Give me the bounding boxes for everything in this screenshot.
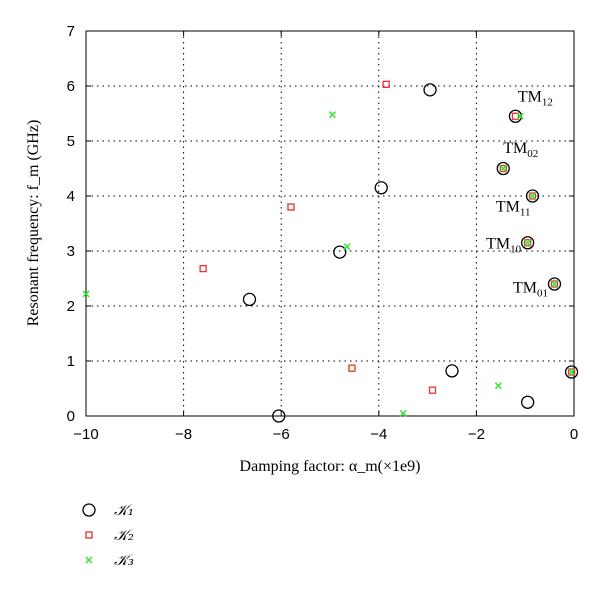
mode-label-tm11: TM11 — [496, 198, 531, 218]
data-point-k2 — [523, 239, 532, 247]
data-point-k1 — [520, 236, 535, 250]
axis-ticks — [85, 30, 575, 417]
data-points — [82, 80, 579, 423]
x-tick-label: −10 — [73, 426, 98, 443]
data-point-k1 — [445, 364, 459, 378]
x-axis-tick-labels: −10 −8 −6 −4 −2 0 — [73, 426, 578, 443]
data-point-k2 — [348, 364, 356, 372]
x-tick-label: −6 — [273, 426, 290, 443]
x-tick-label: −2 — [468, 426, 485, 443]
legend-circle-marker — [82, 502, 96, 517]
legend-square-marker — [85, 530, 93, 539]
data-point-k3 — [524, 239, 532, 247]
mode-label-tm02: TM02 — [503, 140, 538, 160]
data-point-k1 — [547, 277, 562, 291]
data-point-k3 — [516, 112, 524, 120]
mode-label-tm10: TM10 — [486, 235, 522, 255]
data-point-k2 — [382, 80, 390, 88]
x-tick-label: 0 — [570, 426, 578, 443]
grid-lines — [86, 31, 574, 416]
data-point-k2 — [511, 112, 520, 120]
y-tick-label: 3 — [67, 243, 75, 260]
data-point-k1 — [423, 83, 437, 97]
data-point-k3 — [82, 290, 90, 298]
y-axis-title: Resonant frequency: f_m (GHz) — [25, 120, 42, 327]
y-tick-label: 0 — [67, 408, 75, 425]
data-point-k3 — [343, 243, 351, 251]
data-point-k3 — [399, 409, 407, 417]
data-point-k1 — [520, 395, 535, 409]
data-point-k1 — [525, 189, 540, 203]
data-point-k2 — [499, 164, 507, 173]
legend-item-k1: 𝒦₁ — [78, 497, 134, 522]
y-tick-label: 6 — [67, 78, 75, 95]
data-point-k1 — [272, 409, 286, 423]
data-point-k2 — [550, 280, 559, 288]
data-point-k2 — [528, 192, 537, 200]
y-tick-label: 2 — [67, 298, 75, 315]
data-point-k3 — [550, 280, 559, 288]
data-point-k1 — [242, 292, 257, 307]
data-point-k1 — [374, 181, 388, 195]
legend-label-k1: 𝒦₁ — [114, 500, 134, 519]
data-point-k3 — [499, 164, 507, 173]
legend-label-k2: 𝒦₂ — [114, 525, 134, 544]
data-point-k2 — [567, 368, 576, 376]
data-point-k3 — [328, 111, 336, 119]
legend-label-k3: 𝒦₃ — [114, 550, 134, 569]
data-point-k2 — [287, 203, 295, 211]
x-tick-label: −8 — [175, 426, 192, 443]
data-point-k2 — [199, 264, 207, 273]
y-tick-label: 7 — [67, 23, 75, 40]
x-axis-title: Damping factor: α_m(×1e9) — [240, 458, 421, 475]
mode-label-tm12: TM12 — [518, 88, 553, 108]
plot-area-frame — [85, 30, 575, 417]
chart-legend: 𝒦₁ 𝒦₂ 𝒦₃ — [78, 497, 134, 572]
y-tick-label: 5 — [67, 133, 75, 150]
data-point-k1 — [508, 109, 523, 123]
data-point-k3 — [568, 368, 576, 376]
y-tick-label: 4 — [67, 188, 75, 205]
data-point-k3 — [494, 382, 502, 390]
y-axis-tick-labels: 0 1 2 3 4 5 6 7 — [67, 23, 75, 425]
x-tick-label: −4 — [370, 426, 387, 443]
mode-label-tm01: TM01 — [513, 279, 548, 299]
legend-item-k3: 𝒦₃ — [78, 547, 134, 572]
legend-x-marker — [85, 555, 93, 564]
mode-annotations: TM12 TM02 TM11 TM10 TM01 — [486, 88, 553, 299]
y-tick-label: 1 — [67, 353, 75, 370]
data-point-k2 — [428, 386, 437, 394]
data-point-k1 — [564, 365, 579, 379]
data-point-k1 — [333, 245, 347, 259]
legend-item-k2: 𝒦₂ — [78, 522, 134, 547]
data-point-k3 — [528, 192, 537, 200]
data-point-k1 — [496, 161, 510, 176]
